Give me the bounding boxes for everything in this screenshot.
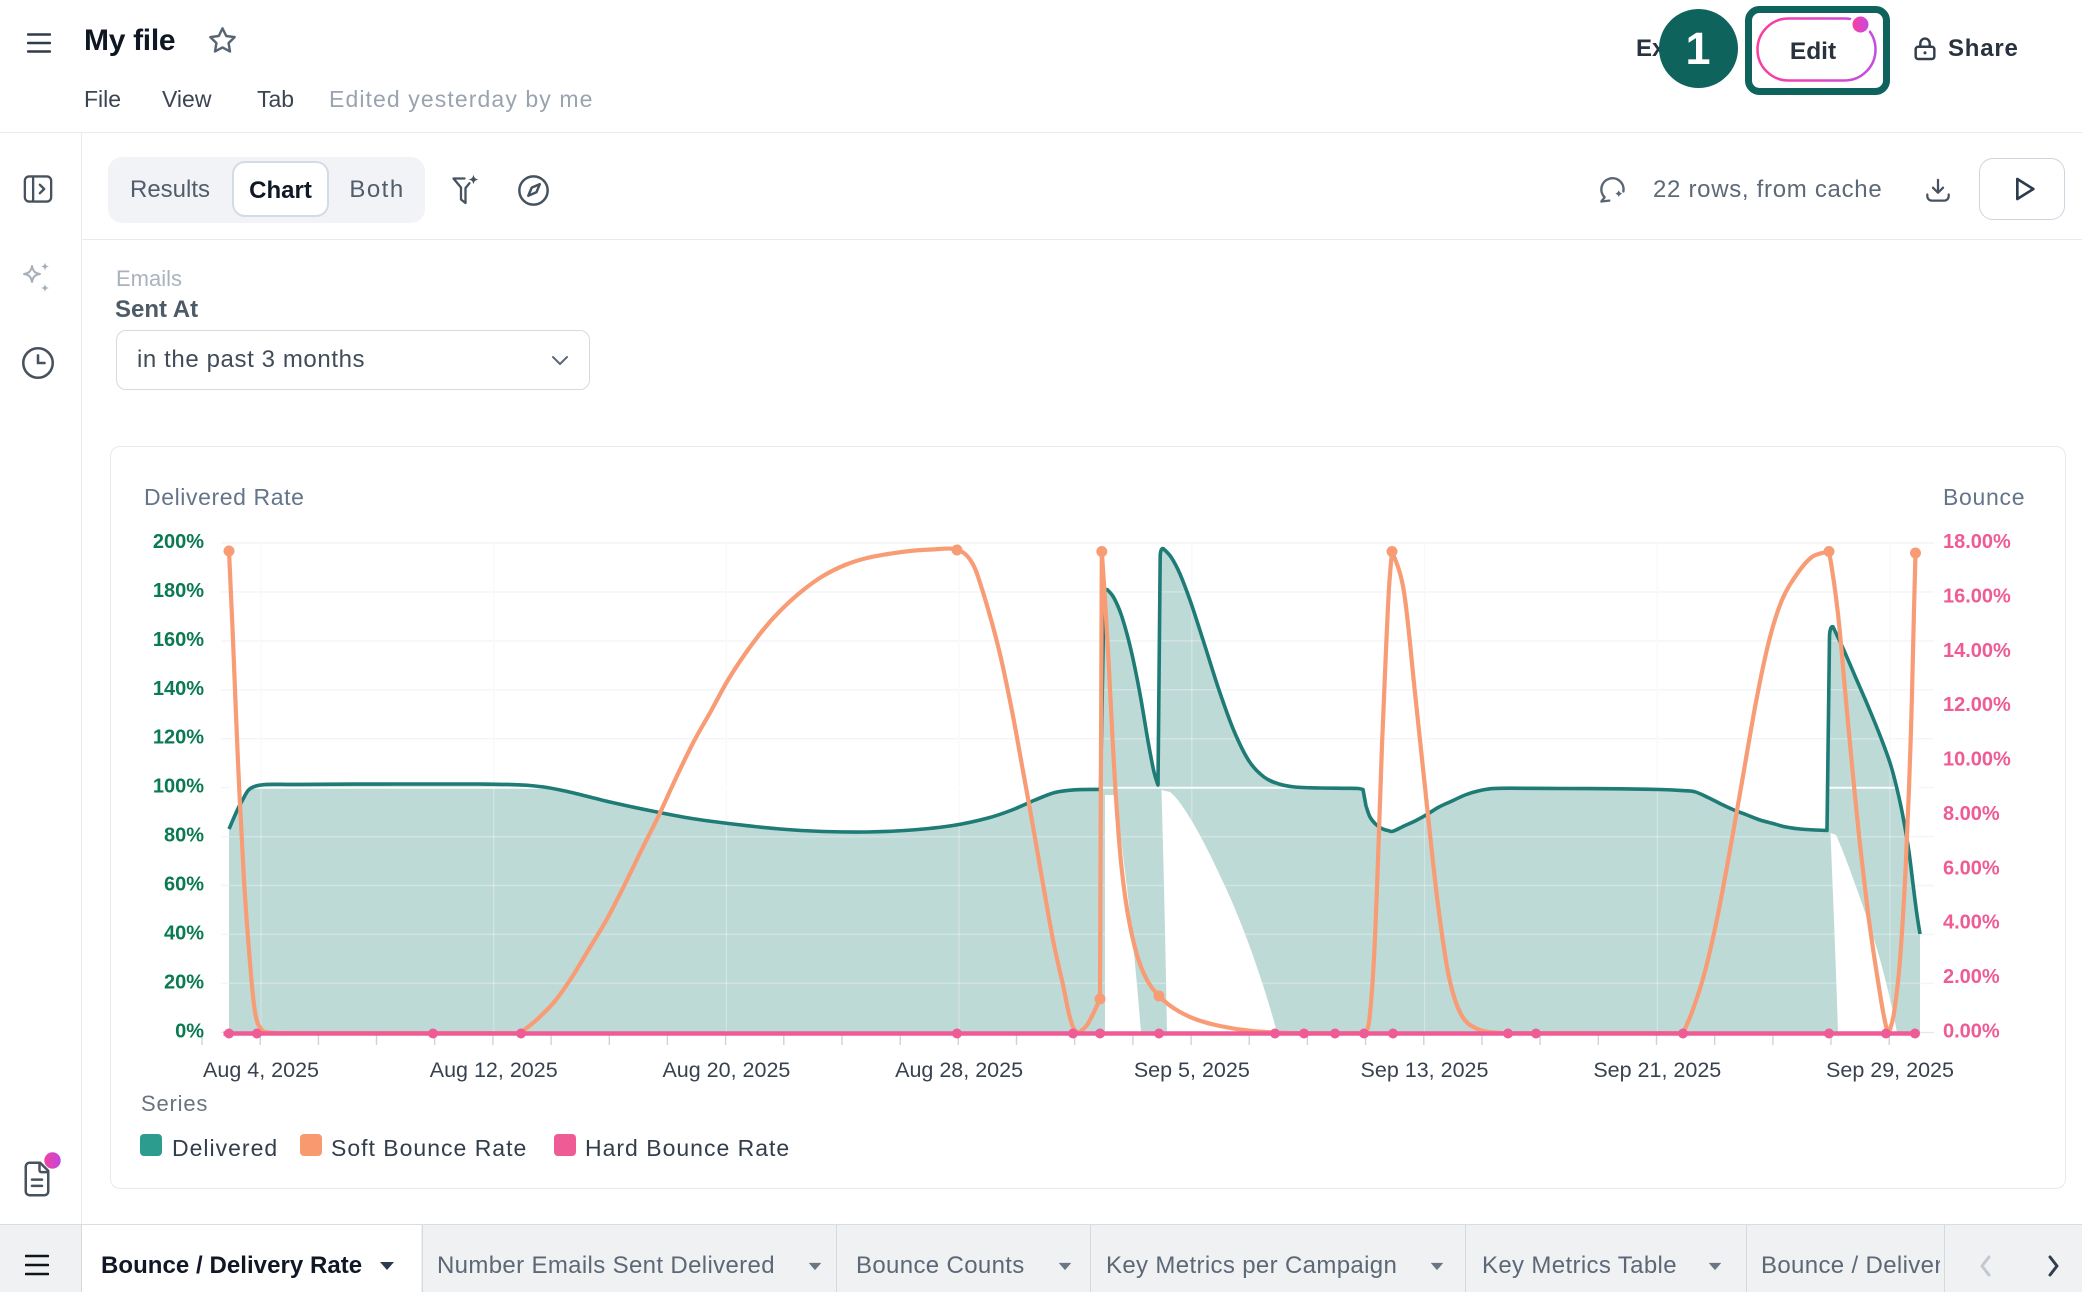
svg-text:Bounce: Bounce: [1943, 484, 2025, 510]
svg-text:2.00%: 2.00%: [1943, 966, 2000, 988]
svg-text:120%: 120%: [153, 727, 204, 749]
svg-text:Aug 4, 2025: Aug 4, 2025: [203, 1058, 319, 1082]
svg-text:200%: 200%: [153, 531, 204, 553]
svg-text:Aug 12, 2025: Aug 12, 2025: [430, 1058, 558, 1082]
svg-text:Hard Bounce Rate: Hard Bounce Rate: [585, 1135, 790, 1161]
svg-text:Series: Series: [141, 1091, 208, 1116]
svg-text:8.00%: 8.00%: [1943, 803, 2000, 825]
svg-text:Soft Bounce Rate: Soft Bounce Rate: [331, 1135, 527, 1161]
svg-text:16.00%: 16.00%: [1943, 585, 2011, 607]
svg-text:160%: 160%: [153, 629, 204, 651]
svg-text:4.00%: 4.00%: [1943, 912, 2000, 934]
svg-text:Aug 20, 2025: Aug 20, 2025: [662, 1058, 790, 1082]
svg-text:Edit: Edit: [1790, 38, 1836, 65]
svg-text:140%: 140%: [153, 678, 204, 700]
svg-text:14.00%: 14.00%: [1943, 640, 2011, 662]
svg-text:Aug 28, 2025: Aug 28, 2025: [895, 1058, 1023, 1082]
svg-text:80%: 80%: [164, 825, 204, 847]
svg-text:6.00%: 6.00%: [1943, 857, 2000, 879]
svg-text:100%: 100%: [153, 776, 204, 798]
svg-text:Sep 29, 2025: Sep 29, 2025: [1826, 1058, 1954, 1082]
svg-text:Sep 21, 2025: Sep 21, 2025: [1593, 1058, 1721, 1082]
svg-text:Sep 5, 2025: Sep 5, 2025: [1134, 1058, 1250, 1082]
svg-text:18.00%: 18.00%: [1943, 531, 2011, 553]
svg-text:Delivered Rate: Delivered Rate: [144, 484, 305, 510]
svg-text:40%: 40%: [164, 922, 204, 944]
svg-text:10.00%: 10.00%: [1943, 749, 2011, 771]
svg-text:0%: 0%: [175, 1020, 204, 1042]
svg-text:60%: 60%: [164, 874, 204, 896]
svg-text:Delivered: Delivered: [172, 1135, 278, 1161]
svg-text:Sep 13, 2025: Sep 13, 2025: [1361, 1058, 1489, 1082]
svg-text:12.00%: 12.00%: [1943, 694, 2011, 716]
svg-text:180%: 180%: [153, 580, 204, 602]
svg-text:0.00%: 0.00%: [1943, 1021, 2000, 1043]
svg-text:20%: 20%: [164, 971, 204, 993]
